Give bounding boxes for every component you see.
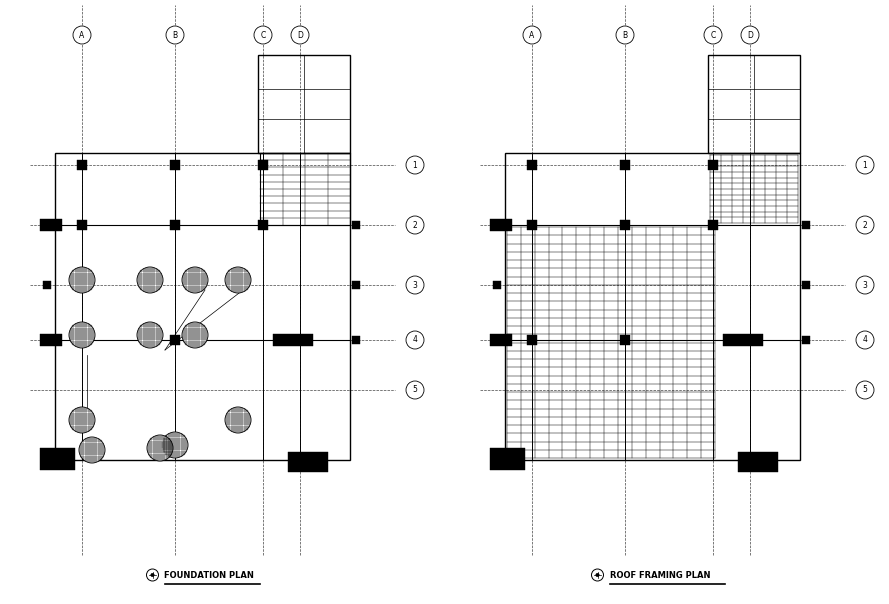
Circle shape: [523, 26, 541, 44]
Bar: [260, 153, 350, 225]
Bar: [802, 336, 810, 344]
Bar: [43, 221, 51, 229]
Bar: [288, 452, 328, 472]
Bar: [170, 220, 180, 230]
Bar: [738, 452, 778, 472]
Circle shape: [254, 26, 272, 44]
Circle shape: [856, 276, 874, 294]
Bar: [273, 334, 313, 346]
Circle shape: [856, 216, 874, 234]
Circle shape: [406, 276, 424, 294]
Bar: [40, 219, 62, 231]
Bar: [352, 336, 360, 344]
Circle shape: [406, 331, 424, 349]
Text: 2: 2: [862, 220, 868, 230]
Circle shape: [69, 267, 95, 293]
Text: 5: 5: [412, 385, 418, 394]
Bar: [352, 281, 360, 289]
Bar: [620, 160, 630, 170]
Bar: [258, 220, 268, 230]
Circle shape: [704, 26, 722, 44]
Bar: [170, 160, 180, 170]
Bar: [55, 153, 350, 460]
Text: 1: 1: [412, 161, 417, 170]
Circle shape: [69, 407, 95, 433]
Bar: [490, 448, 525, 470]
Circle shape: [162, 432, 188, 458]
Text: ROOF FRAMING PLAN: ROOF FRAMING PLAN: [610, 571, 710, 579]
Bar: [490, 219, 512, 231]
Bar: [258, 55, 350, 153]
Text: 3: 3: [862, 280, 868, 289]
Bar: [40, 334, 62, 346]
Circle shape: [741, 26, 759, 44]
Bar: [170, 335, 180, 345]
Circle shape: [225, 407, 251, 433]
Bar: [77, 220, 87, 230]
Circle shape: [291, 26, 309, 44]
Bar: [527, 335, 537, 345]
Text: 3: 3: [412, 280, 418, 289]
Bar: [43, 281, 51, 289]
Text: B: B: [622, 30, 628, 39]
Text: 4: 4: [412, 335, 418, 344]
Text: A: A: [529, 30, 534, 39]
Bar: [708, 160, 718, 170]
Text: 2: 2: [412, 220, 417, 230]
Circle shape: [182, 267, 208, 293]
Bar: [77, 160, 87, 170]
Text: C: C: [710, 30, 716, 39]
Text: A: A: [79, 30, 84, 39]
Bar: [505, 153, 800, 460]
Circle shape: [856, 156, 874, 174]
Text: 1: 1: [862, 161, 868, 170]
Bar: [493, 336, 501, 344]
Bar: [802, 221, 810, 229]
Bar: [43, 336, 51, 344]
Bar: [620, 335, 630, 345]
Bar: [802, 281, 810, 289]
Bar: [708, 220, 718, 230]
Bar: [352, 221, 360, 229]
Bar: [723, 334, 763, 346]
Circle shape: [166, 26, 184, 44]
Circle shape: [79, 437, 105, 463]
Bar: [493, 281, 501, 289]
Circle shape: [406, 156, 424, 174]
Circle shape: [225, 267, 251, 293]
Circle shape: [182, 322, 208, 348]
Circle shape: [406, 216, 424, 234]
Circle shape: [856, 331, 874, 349]
Text: 4: 4: [862, 335, 868, 344]
Circle shape: [73, 26, 91, 44]
Bar: [527, 220, 537, 230]
Bar: [77, 335, 87, 345]
Circle shape: [137, 267, 163, 293]
Text: 5: 5: [862, 385, 868, 394]
Bar: [40, 448, 75, 470]
Circle shape: [137, 322, 163, 348]
Circle shape: [151, 573, 154, 577]
Text: D: D: [747, 30, 753, 39]
Circle shape: [616, 26, 634, 44]
Circle shape: [856, 381, 874, 399]
Circle shape: [147, 435, 173, 461]
Text: C: C: [260, 30, 266, 39]
Text: D: D: [297, 30, 303, 39]
Bar: [490, 334, 512, 346]
Bar: [620, 220, 630, 230]
Bar: [258, 160, 268, 170]
Circle shape: [69, 322, 95, 348]
Text: FOUNDATION PLAN: FOUNDATION PLAN: [164, 571, 254, 579]
Circle shape: [596, 573, 599, 577]
Bar: [493, 221, 501, 229]
Bar: [708, 55, 800, 153]
Text: B: B: [172, 30, 178, 39]
Bar: [527, 160, 537, 170]
Circle shape: [406, 381, 424, 399]
